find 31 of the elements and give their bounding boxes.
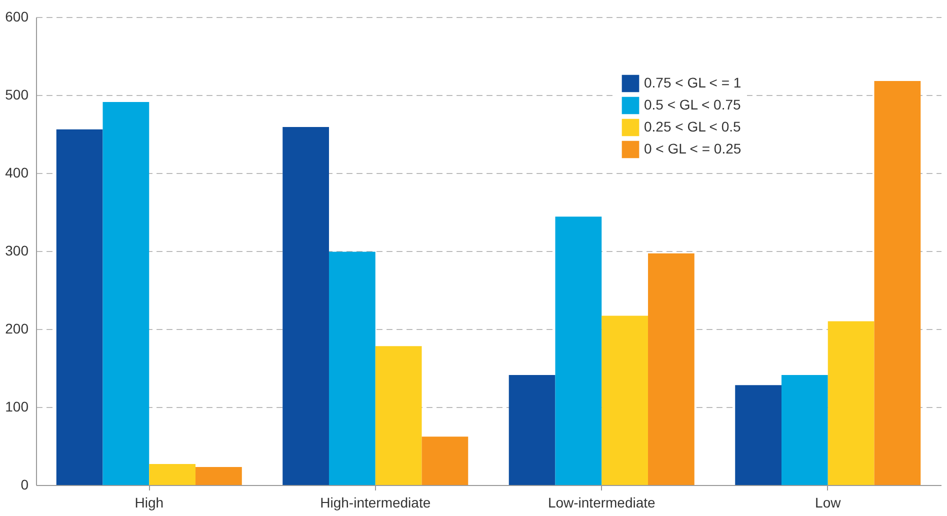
x-tick-label: Low [815,494,842,510]
bar [196,467,242,485]
bar [828,321,874,485]
bar [874,80,921,485]
bar [375,346,422,485]
y-tick-label: 600 [5,8,29,24]
bar [781,375,828,485]
y-tick-label: 300 [5,242,29,258]
y-tick-label: 500 [5,86,29,102]
y-tick-label: 200 [5,320,29,336]
bar [648,253,694,485]
legend-label: 0.25 < GL < 0.5 [644,118,741,134]
y-tick-label: 400 [5,164,29,180]
y-tick-label: 100 [5,398,29,414]
y-tick-label: 0 [20,476,29,492]
bar [102,102,150,485]
bar [282,126,329,485]
x-tick-label: Low-intermediate [548,494,656,510]
bar [555,216,602,485]
bar [422,436,468,485]
bar [735,385,782,485]
legend-label: 0.5 < GL < 0.75 [644,96,741,112]
bar [508,375,556,485]
bar [602,316,648,485]
bar [328,252,376,485]
x-tick-label: High-intermediate [320,494,431,510]
legend-label: 0.75 < GL < = 1 [644,74,742,90]
bar [56,129,103,485]
legend-label: 0 < GL < = 0.25 [644,140,742,156]
bar [149,464,196,485]
x-tick-label: High [134,494,164,510]
